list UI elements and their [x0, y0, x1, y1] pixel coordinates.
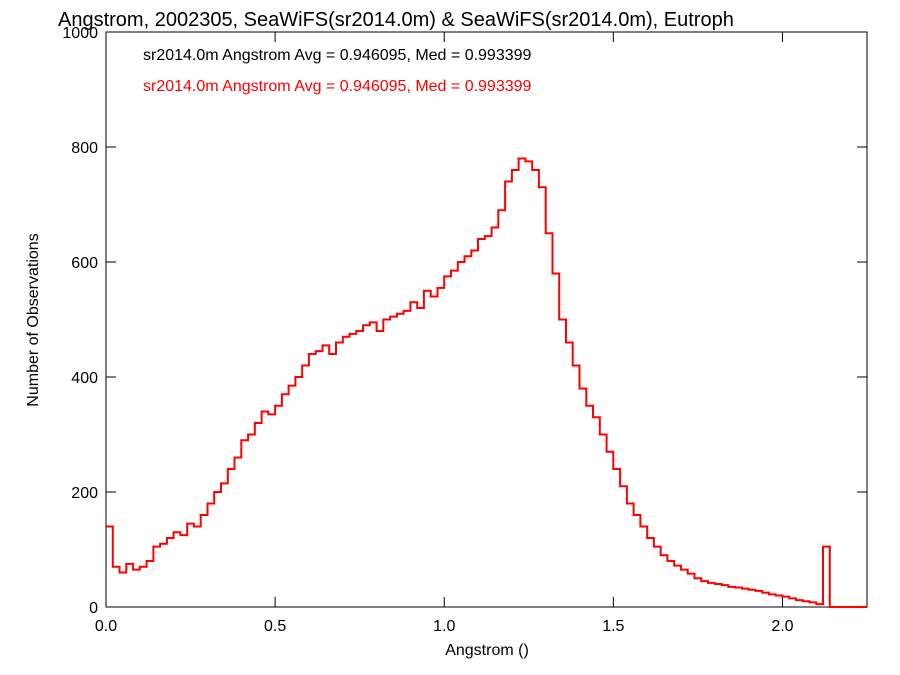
x-tick-label: 1.0 — [433, 618, 455, 635]
y-tick-label: 600 — [71, 255, 98, 272]
plot-frame — [105, 31, 868, 608]
stats-annotation-red: sr2014.0m Angstrom Avg = 0.946095, Med =… — [143, 78, 532, 95]
x-tick-label: 0.0 — [95, 618, 117, 635]
y-tick-label: 1000 — [62, 25, 98, 42]
y-tick-label: 200 — [71, 485, 98, 502]
y-tick-label: 800 — [71, 140, 98, 157]
x-axis-ticks: 0.0 0.5 1.0 1.5 2.0 — [95, 32, 794, 635]
y-tick-label: 0 — [89, 600, 98, 617]
x-tick-label: 1.5 — [602, 618, 624, 635]
chart-title: Angstrom, 2002305, SeaWiFS(sr2014.0m) & … — [58, 9, 734, 31]
y-axis-label: Number of Observations — [25, 233, 42, 406]
y-axis-ticks: 0 200 400 600 800 1000 — [62, 25, 867, 617]
histogram-series-line — [106, 157, 867, 608]
y-tick-label: 400 — [71, 370, 98, 387]
x-tick-label: 2.0 — [771, 618, 793, 635]
x-axis-label: Angstrom () — [445, 642, 529, 659]
x-tick-label: 0.5 — [264, 618, 286, 635]
stats-annotation-black: sr2014.0m Angstrom Avg = 0.946095, Med =… — [143, 47, 532, 64]
